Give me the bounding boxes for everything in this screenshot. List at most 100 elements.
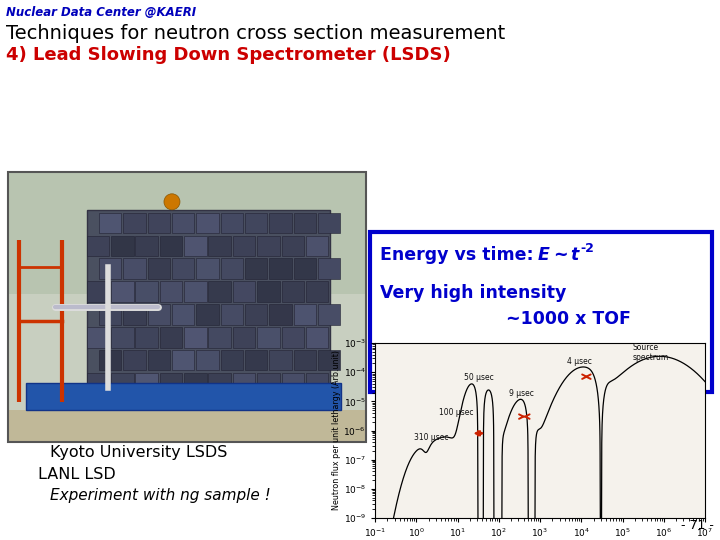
Bar xyxy=(172,259,194,279)
Bar xyxy=(209,235,231,256)
Bar xyxy=(294,259,316,279)
Bar xyxy=(8,410,366,442)
Bar xyxy=(26,383,341,410)
Text: ~: ~ xyxy=(548,246,575,264)
Bar xyxy=(306,327,328,348)
Bar xyxy=(184,327,207,348)
Bar xyxy=(148,259,170,279)
Text: Very high intensity: Very high intensity xyxy=(380,284,567,302)
Bar xyxy=(197,305,219,325)
Bar xyxy=(87,235,109,256)
Bar xyxy=(197,259,219,279)
Bar xyxy=(294,350,316,370)
Bar xyxy=(8,172,366,442)
Bar xyxy=(99,305,122,325)
Text: 4) Lead Slowing Down Spectrometer (LSDS): 4) Lead Slowing Down Spectrometer (LSDS) xyxy=(6,46,451,64)
Bar xyxy=(123,305,145,325)
Bar xyxy=(148,213,170,233)
Text: -2: -2 xyxy=(580,242,594,255)
Bar xyxy=(294,213,316,233)
Text: 100 μsec: 100 μsec xyxy=(439,408,474,416)
Bar xyxy=(111,235,133,256)
Circle shape xyxy=(164,194,180,210)
Bar xyxy=(135,235,158,256)
Bar xyxy=(220,305,243,325)
Text: (Energy resolution 30～40%: (Energy resolution 30～40% xyxy=(380,350,624,365)
Bar xyxy=(306,281,328,302)
Bar xyxy=(318,259,341,279)
Bar xyxy=(8,172,366,442)
Bar xyxy=(282,235,304,256)
Bar xyxy=(172,305,194,325)
Bar xyxy=(148,350,170,370)
Bar xyxy=(233,281,255,302)
Bar xyxy=(87,327,109,348)
Text: Nuclear Data Center @KAERI: Nuclear Data Center @KAERI xyxy=(6,6,196,19)
Bar xyxy=(99,259,122,279)
Bar xyxy=(209,281,231,302)
Text: - 71 -: - 71 - xyxy=(681,519,714,532)
Bar xyxy=(111,281,133,302)
Bar xyxy=(282,281,304,302)
Bar xyxy=(148,305,170,325)
Bar xyxy=(123,259,145,279)
Bar xyxy=(220,213,243,233)
Bar xyxy=(282,327,304,348)
Bar xyxy=(245,259,267,279)
Text: ~1000 x TOF: ~1000 x TOF xyxy=(380,310,631,328)
Bar xyxy=(184,373,207,394)
Bar xyxy=(245,350,267,370)
Bar xyxy=(220,350,243,370)
Bar xyxy=(257,281,279,302)
Bar xyxy=(160,235,182,256)
Text: 50 μsec: 50 μsec xyxy=(464,373,493,382)
Bar xyxy=(135,327,158,348)
Bar xyxy=(245,305,267,325)
Bar xyxy=(123,350,145,370)
Bar xyxy=(282,373,304,394)
Bar xyxy=(257,327,279,348)
Bar xyxy=(318,350,341,370)
Bar xyxy=(269,259,292,279)
Bar xyxy=(111,373,133,394)
Bar xyxy=(220,259,243,279)
Bar xyxy=(111,327,133,348)
Bar xyxy=(99,350,122,370)
Text: 9 μsec: 9 μsec xyxy=(509,389,534,398)
Text: Energy vs time:: Energy vs time: xyxy=(380,246,539,264)
Bar xyxy=(209,327,231,348)
Bar xyxy=(87,210,330,394)
Text: Techniques for neutron cross section measurement: Techniques for neutron cross section mea… xyxy=(6,24,505,43)
Bar xyxy=(123,213,145,233)
Bar xyxy=(233,327,255,348)
Text: LANL LSD: LANL LSD xyxy=(38,467,116,482)
Text: 4 μsec: 4 μsec xyxy=(567,357,592,366)
Bar xyxy=(184,235,207,256)
Bar xyxy=(269,305,292,325)
Bar xyxy=(135,281,158,302)
Text: 310 μsec: 310 μsec xyxy=(414,433,449,442)
Bar xyxy=(306,373,328,394)
Bar xyxy=(8,172,366,294)
Bar xyxy=(99,213,122,233)
Bar xyxy=(294,305,316,325)
Y-axis label: Neutron flux per unit lethargy (Arb.unit): Neutron flux per unit lethargy (Arb.unit… xyxy=(332,350,341,510)
Bar xyxy=(318,305,341,325)
Text: Source
spectrum: Source spectrum xyxy=(633,343,669,362)
Text: E: E xyxy=(538,246,550,264)
Bar xyxy=(172,350,194,370)
Bar xyxy=(87,373,109,394)
Bar xyxy=(370,232,712,392)
Bar xyxy=(135,373,158,394)
Bar xyxy=(269,350,292,370)
Bar xyxy=(269,213,292,233)
Bar xyxy=(257,235,279,256)
Bar xyxy=(306,235,328,256)
Text: Kyoto University LSDS: Kyoto University LSDS xyxy=(50,445,228,460)
Bar xyxy=(197,350,219,370)
Bar xyxy=(209,373,231,394)
Bar xyxy=(245,213,267,233)
Bar xyxy=(197,213,219,233)
Text: Experiment with ng sample !: Experiment with ng sample ! xyxy=(50,488,271,503)
Bar xyxy=(233,373,255,394)
